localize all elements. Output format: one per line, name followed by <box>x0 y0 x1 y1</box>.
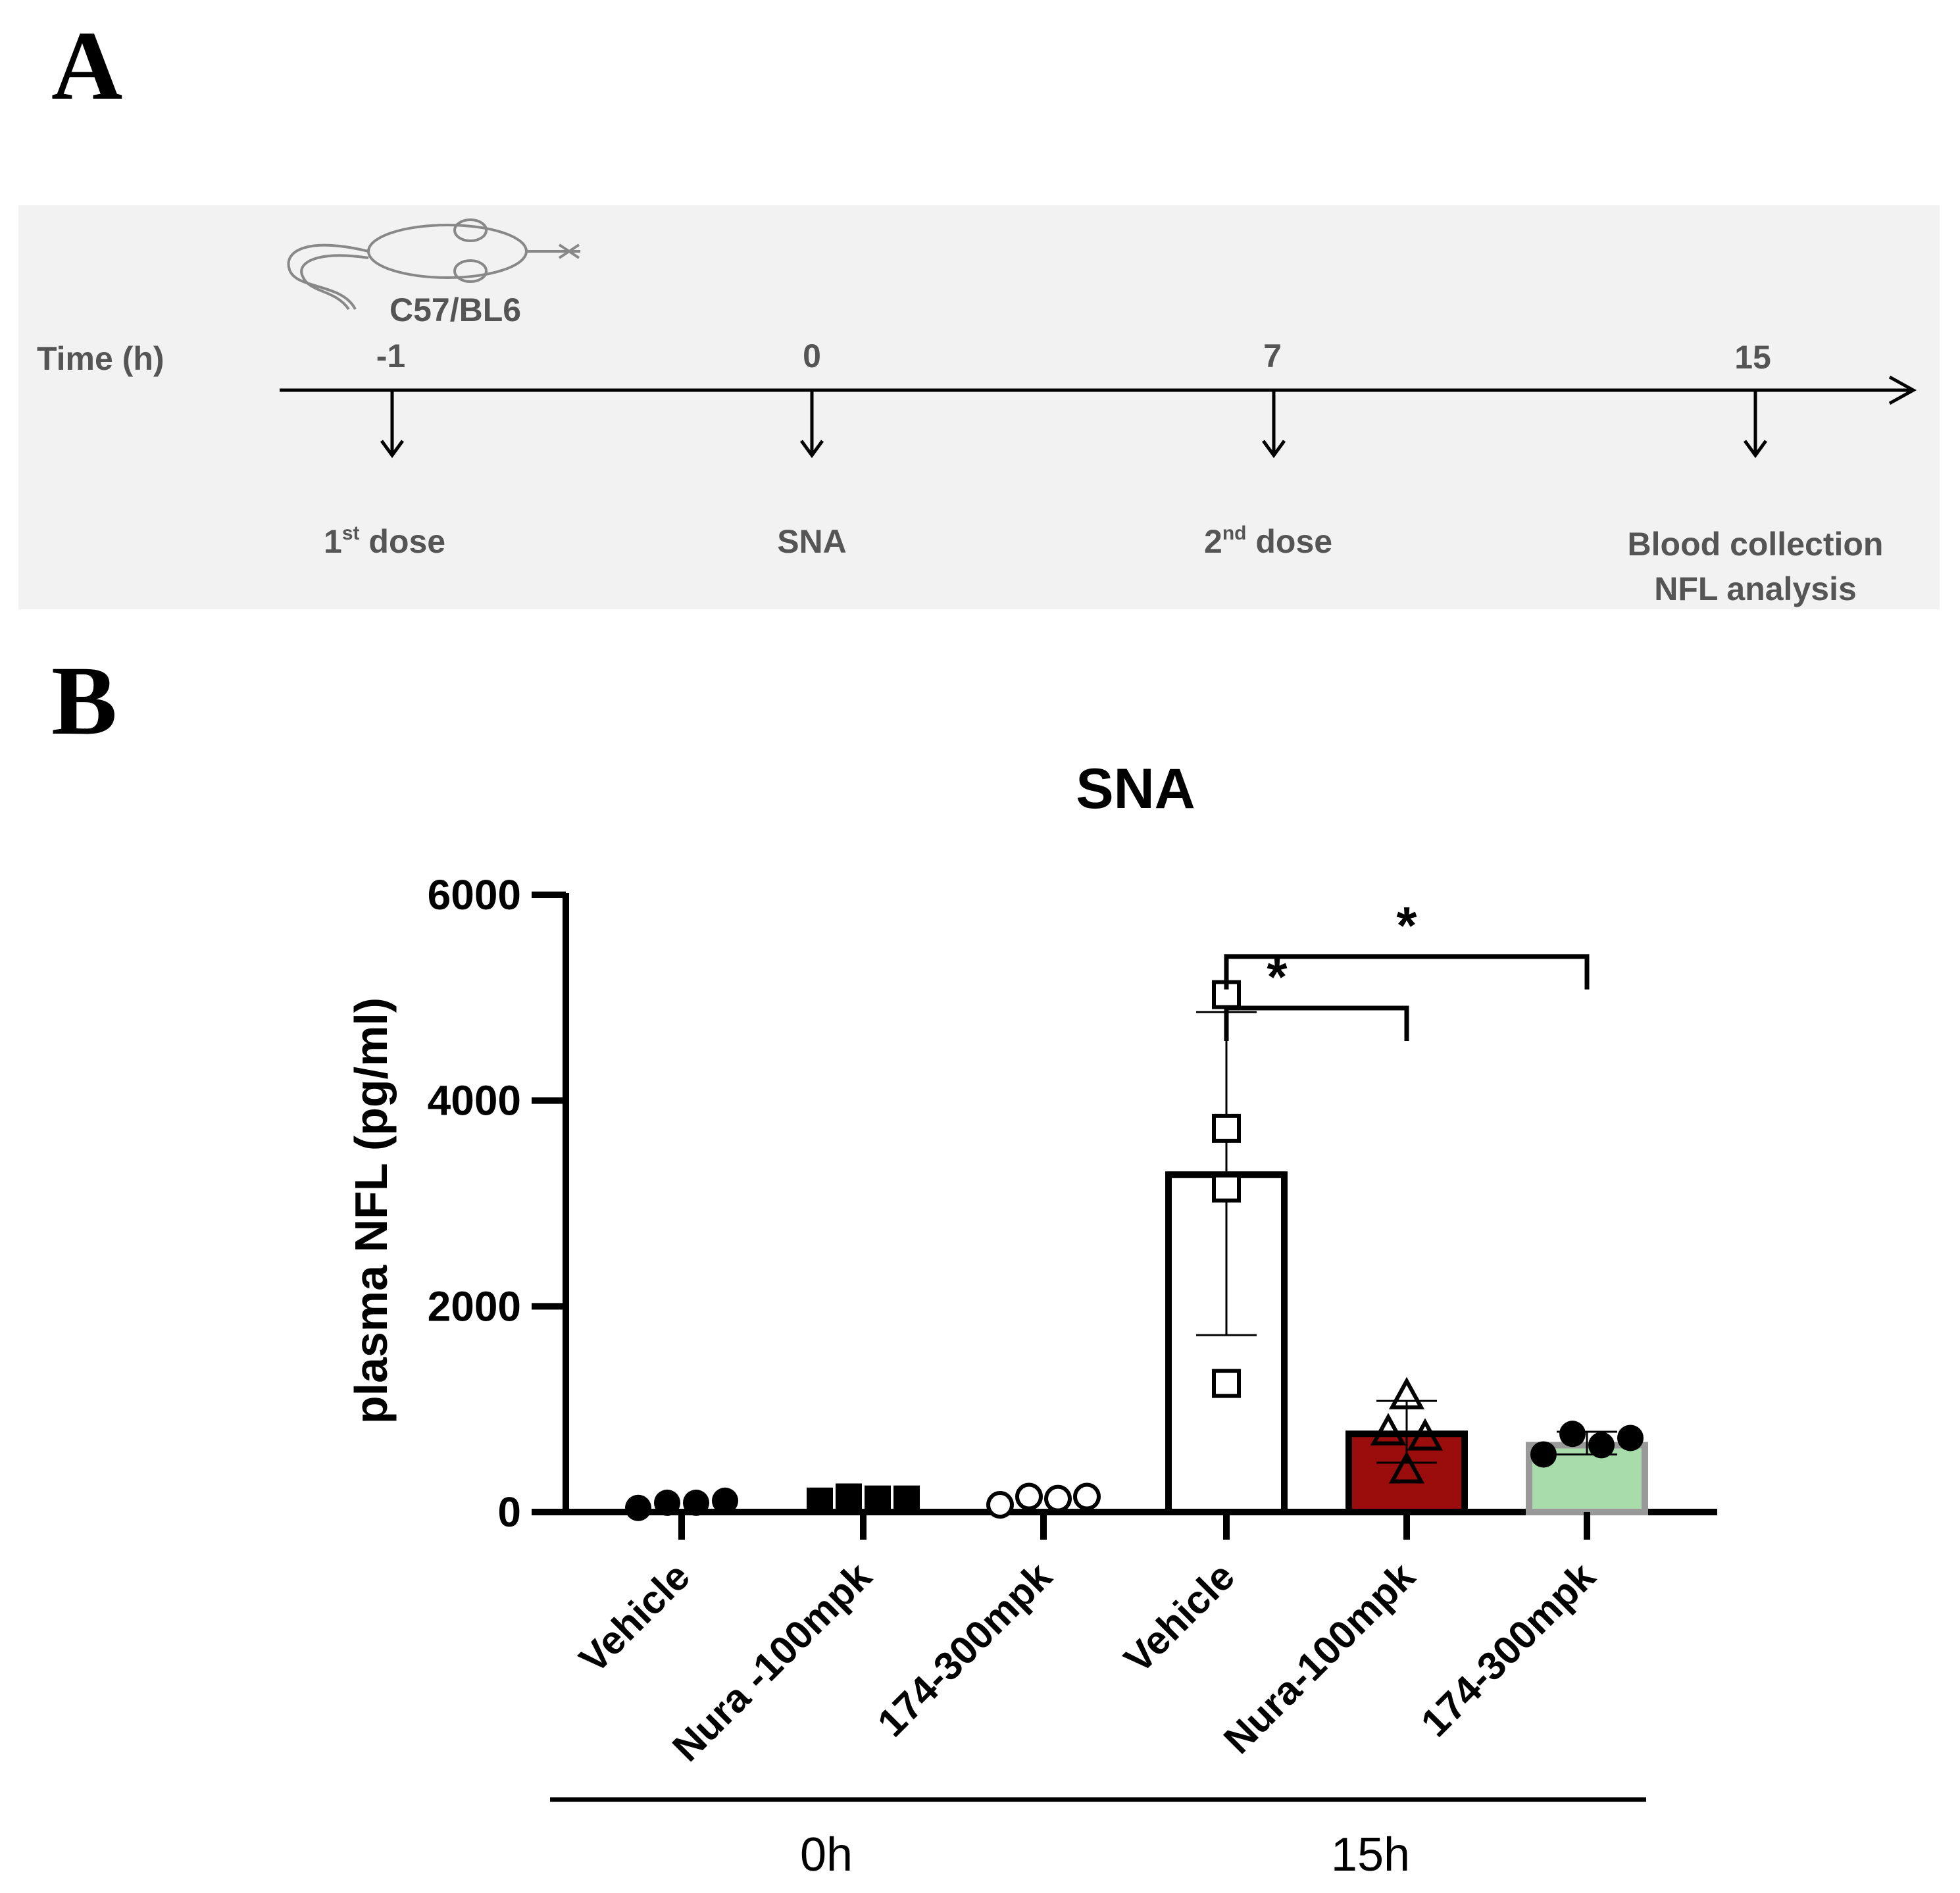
data-point <box>986 1491 1014 1519</box>
down-arrow-icon <box>1743 440 1768 459</box>
significance-brackets: ** <box>1224 896 1590 1041</box>
timepoint-1: -1 1st dose <box>324 338 445 560</box>
category-label: 174-300mpk <box>869 1553 1061 1745</box>
data-point <box>836 1483 862 1510</box>
data-point <box>1588 1432 1615 1459</box>
timeline-background <box>18 205 1940 609</box>
significance-bracket <box>1224 954 1590 990</box>
timepoint-4: 15 Blood collection NFL analysis <box>1628 339 1884 607</box>
y-axis-label: plasma NFL (pg/ml) <box>345 997 397 1424</box>
panel-a-label: A <box>51 11 122 120</box>
data-point <box>893 1485 920 1512</box>
data-point <box>654 1489 680 1516</box>
data-point <box>1617 1425 1644 1451</box>
down-arrow-icon <box>1261 440 1286 459</box>
y-tick-label: 2000 <box>428 1282 521 1330</box>
timepoint-4-event: Blood collection <box>1628 526 1884 563</box>
data-point <box>1388 1451 1425 1484</box>
data-point <box>1073 1482 1101 1511</box>
group-label: 0h <box>800 1829 853 1881</box>
y-tick-label: 0 <box>497 1488 521 1536</box>
data-points <box>625 980 1644 1521</box>
chart-title: SNA <box>1076 757 1195 820</box>
data-point <box>1530 1441 1557 1468</box>
data-point <box>1015 1482 1043 1511</box>
timepoint-3: 7 2nd dose <box>1204 338 1332 560</box>
mouse-icon <box>287 218 580 311</box>
timepoint-2-event: SNA <box>777 523 847 560</box>
timepoint-3-time: 7 <box>1263 338 1282 374</box>
data-point <box>712 1487 738 1514</box>
data-point <box>865 1485 891 1512</box>
significance-bracket <box>1224 1005 1409 1041</box>
category-label: Nura-100mpk <box>1215 1553 1424 1762</box>
data-point <box>625 1494 651 1521</box>
group-labels: 0h 15h <box>550 1797 1646 1881</box>
category-label: 174-300mpk <box>1413 1553 1604 1745</box>
category-label: Vehicle <box>1116 1554 1244 1682</box>
data-point <box>1388 1376 1425 1409</box>
data-point <box>1212 1369 1241 1398</box>
data-point <box>807 1487 833 1514</box>
data-point <box>1212 1113 1241 1143</box>
data-point <box>1559 1421 1586 1448</box>
data-point <box>1044 1484 1072 1513</box>
data-point <box>1407 1418 1444 1451</box>
y-ticks: 0 2000 4000 6000 <box>428 871 566 1536</box>
category-label: Vehicle <box>571 1554 699 1682</box>
down-arrow-icon <box>799 440 824 459</box>
timepoint-4-time: 15 <box>1734 339 1771 376</box>
data-point <box>683 1489 709 1516</box>
timepoint-2: 0 SNA <box>777 338 847 560</box>
data-point <box>1370 1413 1407 1446</box>
timepoint-2-time: 0 <box>803 338 821 374</box>
data-point <box>1212 1173 1241 1203</box>
group-label: 15h <box>1331 1829 1410 1881</box>
timepoint-4-event-line2: NFL analysis <box>1654 570 1857 607</box>
y-tick-label: 6000 <box>428 871 521 919</box>
timepoint-1-event: 1st dose <box>324 522 445 560</box>
down-arrow-icon <box>380 440 405 459</box>
significance-star: * <box>1267 947 1288 1006</box>
y-tick-label: 4000 <box>428 1077 521 1124</box>
timepoint-1-time: -1 <box>376 338 405 374</box>
panel-b-label: B <box>51 646 117 755</box>
time-axis-label: Time (h) <box>37 340 164 377</box>
strain-label: C57/BL6 <box>389 291 521 328</box>
timepoint-3-event: 2nd dose <box>1204 522 1332 560</box>
significance-star: * <box>1396 896 1417 955</box>
timeline-arrowhead <box>1888 375 1917 405</box>
